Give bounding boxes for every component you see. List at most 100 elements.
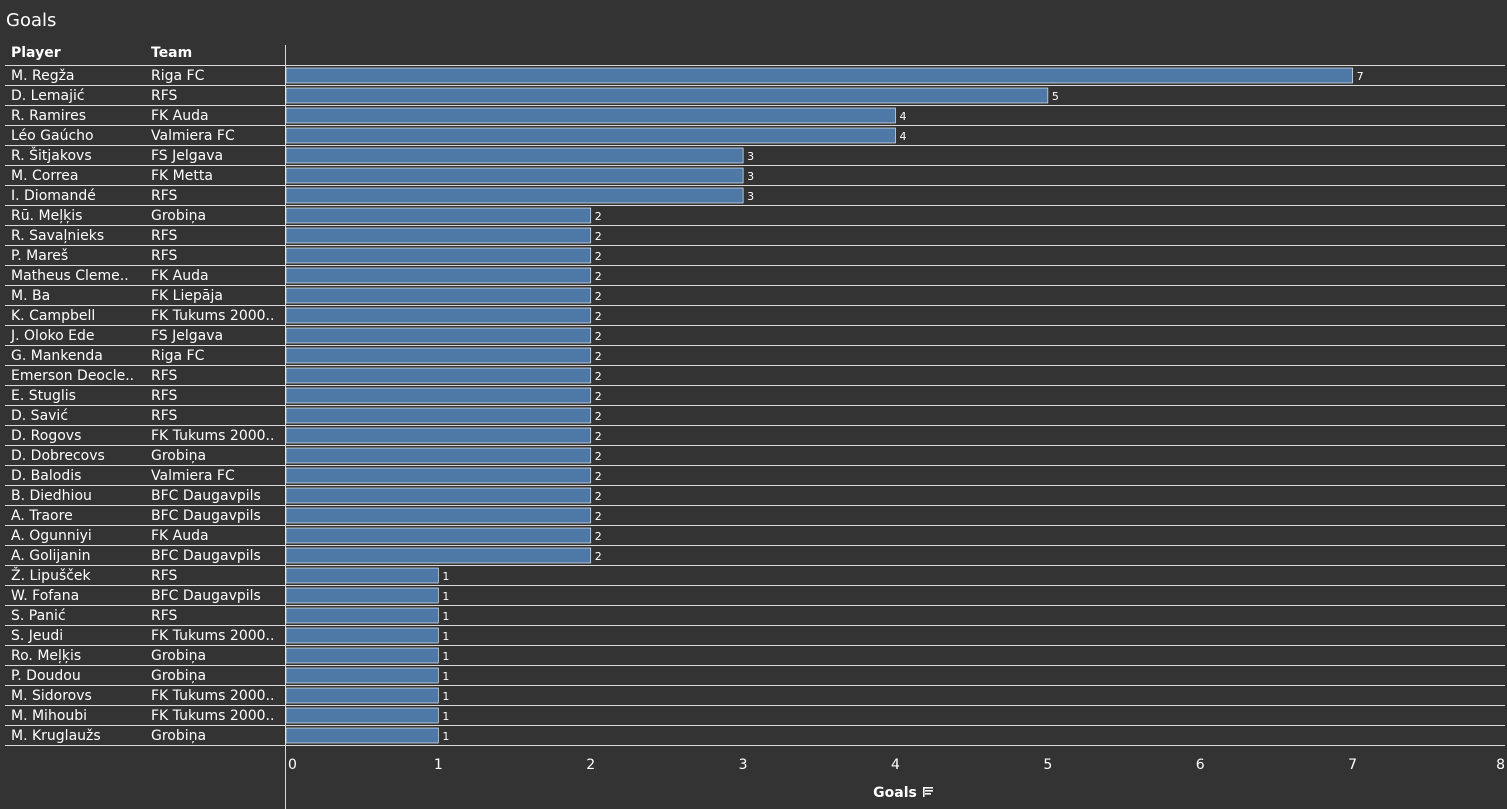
player-label[interactable]: R. Ramires (11, 108, 86, 124)
column-header-player[interactable]: Player (11, 45, 61, 61)
bar[interactable] (285, 267, 592, 284)
team-label[interactable]: FK Auda (151, 108, 209, 124)
bar[interactable] (285, 127, 896, 144)
team-label[interactable]: FK Liepāja (151, 288, 223, 304)
player-label[interactable]: I. Diomandé (11, 188, 96, 204)
bar[interactable] (285, 547, 592, 564)
player-label[interactable]: M. Regža (11, 68, 75, 84)
team-label[interactable]: BFC Daugavpils (151, 588, 261, 604)
player-label[interactable]: S. Panić (11, 608, 66, 624)
player-label[interactable]: Léo Gaúcho (11, 128, 94, 144)
sort-descending-icon[interactable] (923, 787, 933, 797)
bar[interactable] (285, 387, 592, 404)
bar[interactable] (285, 647, 439, 664)
team-label[interactable]: RFS (151, 88, 178, 104)
player-label[interactable]: Ž. Lipušček (11, 566, 92, 584)
team-label[interactable]: RFS (151, 608, 178, 624)
player-label[interactable]: M. Kruglaužs (11, 728, 101, 744)
player-label[interactable]: A. Traore (11, 508, 73, 524)
bar[interactable] (285, 147, 744, 164)
bar[interactable] (285, 187, 744, 204)
bar[interactable] (285, 607, 439, 624)
team-label[interactable]: FS Jelgava (151, 328, 223, 344)
bar[interactable] (285, 287, 592, 304)
team-label[interactable]: BFC Daugavpils (151, 488, 261, 504)
bar[interactable] (285, 487, 592, 504)
player-label[interactable]: D. Balodis (11, 468, 81, 484)
team-label[interactable]: FK Metta (151, 168, 213, 184)
bar[interactable] (285, 87, 1049, 104)
bar[interactable] (285, 727, 439, 744)
bar[interactable] (285, 507, 592, 524)
player-label[interactable]: Emerson Deocle.. (11, 368, 134, 384)
team-label[interactable]: RFS (151, 248, 178, 264)
player-label[interactable]: K. Campbell (11, 308, 95, 324)
bar[interactable] (285, 707, 439, 724)
player-label[interactable]: P. Mareš (11, 248, 68, 264)
bar[interactable] (285, 347, 592, 364)
bar[interactable] (285, 107, 896, 124)
team-label[interactable]: Grobiņa (151, 648, 206, 664)
bar[interactable] (285, 627, 439, 644)
bar[interactable] (285, 207, 592, 224)
bar[interactable] (285, 407, 592, 424)
bar[interactable] (285, 687, 439, 704)
team-label[interactable]: Valmiera FC (151, 468, 235, 484)
bar[interactable] (285, 367, 592, 384)
team-label[interactable]: RFS (151, 368, 178, 384)
player-label[interactable]: P. Doudou (11, 668, 81, 684)
player-label[interactable]: G. Mankenda (11, 348, 103, 364)
team-label[interactable]: FS Jelgava (151, 148, 223, 164)
bar[interactable] (285, 227, 592, 244)
player-label[interactable]: Matheus Cleme.. (11, 268, 129, 284)
player-label[interactable]: D. Rogovs (11, 428, 81, 444)
column-header-team[interactable]: Team (151, 45, 193, 61)
team-label[interactable]: BFC Daugavpils (151, 548, 261, 564)
team-label[interactable]: FK Auda (151, 268, 209, 284)
team-label[interactable]: FK Tukums 2000.. (151, 428, 274, 444)
team-label[interactable]: Riga FC (151, 348, 205, 364)
team-label[interactable]: FK Tukums 2000.. (151, 688, 274, 704)
team-label[interactable]: RFS (151, 408, 178, 424)
team-label[interactable]: Riga FC (151, 68, 205, 84)
player-label[interactable]: R. Šitjakovs (11, 146, 92, 164)
bar[interactable] (285, 567, 439, 584)
bar[interactable] (285, 427, 592, 444)
player-label[interactable]: A. Golijanin (11, 548, 91, 564)
player-label[interactable]: M. Ba (11, 288, 50, 304)
player-label[interactable]: M. Mihoubi (11, 708, 87, 724)
team-label[interactable]: Grobiņa (151, 448, 206, 464)
player-label[interactable]: B. Diedhiou (11, 488, 92, 504)
player-label[interactable]: J. Oloko Ede (10, 328, 94, 344)
team-label[interactable]: Valmiera FC (151, 128, 235, 144)
x-axis-title[interactable]: Goals (873, 785, 917, 801)
bar[interactable] (285, 307, 592, 324)
player-label[interactable]: M. Sidorovs (11, 688, 92, 704)
team-label[interactable]: RFS (151, 228, 178, 244)
player-label[interactable]: M. Correa (11, 168, 78, 184)
player-label[interactable]: A. Ogunniyi (11, 528, 92, 544)
bar[interactable] (285, 447, 592, 464)
player-label[interactable]: D. Savić (11, 408, 68, 424)
bar[interactable] (285, 527, 592, 544)
player-label[interactable]: S. Jeudi (11, 628, 63, 644)
team-label[interactable]: Grobiņa (151, 668, 206, 684)
team-label[interactable]: BFC Daugavpils (151, 508, 261, 524)
player-label[interactable]: Ro. Meļķis (11, 648, 81, 664)
team-label[interactable]: FK Auda (151, 528, 209, 544)
bar[interactable] (285, 667, 439, 684)
team-label[interactable]: FK Tukums 2000.. (151, 708, 274, 724)
team-label[interactable]: FK Tukums 2000.. (151, 308, 274, 324)
team-label[interactable]: FK Tukums 2000.. (151, 628, 274, 644)
team-label[interactable]: RFS (151, 188, 178, 204)
bar[interactable] (285, 587, 439, 604)
team-label[interactable]: Grobiņa (151, 728, 206, 744)
player-label[interactable]: D. Lemajić (11, 88, 85, 104)
bar[interactable] (285, 327, 592, 344)
bar[interactable] (285, 247, 592, 264)
team-label[interactable]: RFS (151, 388, 178, 404)
team-label[interactable]: RFS (151, 568, 178, 584)
bar[interactable] (285, 167, 744, 184)
player-label[interactable]: Rū. Meļķis (11, 208, 82, 224)
player-label[interactable]: D. Dobrecovs (11, 448, 105, 464)
